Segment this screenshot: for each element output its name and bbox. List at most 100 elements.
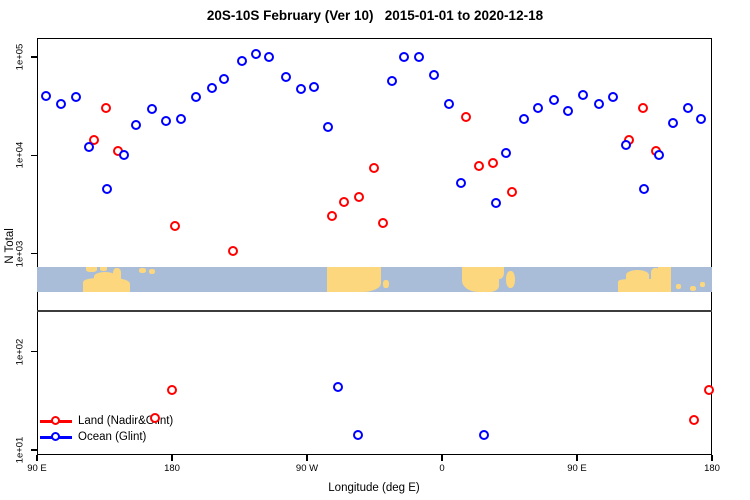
land-shape — [94, 272, 116, 281]
x-axis-tick — [171, 455, 173, 461]
ocean-data-point — [147, 104, 157, 115]
land-data-point — [327, 210, 337, 221]
ocean-data-point — [40, 90, 51, 101]
ocean-data-point — [102, 183, 112, 194]
ocean-data-point — [118, 149, 129, 160]
x-axis-tick — [441, 455, 443, 461]
y-axis-tick-label: 1e+01 — [14, 436, 26, 464]
ocean-data-point — [387, 76, 397, 87]
x-axis-tick-label: 90 W — [295, 463, 319, 474]
x-axis-tick — [306, 455, 308, 461]
x-axis-tick-label: 0 — [439, 463, 445, 474]
ocean-data-point — [562, 105, 573, 116]
land-data-point — [354, 192, 364, 203]
ocean-data-point — [682, 102, 693, 113]
ocean-data-point — [444, 98, 454, 109]
x-axis-tick-label: 90 E — [27, 463, 47, 474]
plot-area — [37, 38, 712, 455]
land-data-point — [688, 414, 699, 425]
ocean-data-point — [532, 102, 543, 113]
ocean-data-point — [160, 116, 171, 127]
chart-title: 20S-10S February (Ver 10) 2015-01-01 to … — [206, 8, 544, 23]
ocean-data-point — [322, 122, 333, 133]
land-data-point — [339, 197, 349, 208]
ocean-data-point — [639, 183, 649, 194]
ocean-data-point — [190, 91, 201, 102]
ocean-data-point — [577, 89, 588, 100]
y-axis-tick — [31, 449, 37, 451]
ocean-data-point — [280, 71, 291, 82]
land-data-point — [100, 102, 111, 113]
ocean-data-point — [607, 91, 618, 102]
ocean-data-point — [429, 69, 439, 80]
land-shape — [676, 284, 681, 289]
ocean-data-point — [207, 82, 217, 93]
land-data-point — [637, 102, 648, 113]
land-shape — [86, 267, 97, 272]
land-shape — [100, 267, 107, 271]
ocean-data-point — [237, 55, 247, 66]
y-axis-tick — [31, 154, 37, 156]
land-shape — [658, 267, 671, 292]
x-axis-tick-label: 180 — [704, 463, 720, 474]
y-axis-tick — [31, 351, 37, 353]
land-shape — [149, 269, 155, 274]
ocean-data-point — [250, 48, 261, 59]
ocean-data-point — [130, 120, 141, 131]
x-axis-tick — [36, 455, 38, 461]
land-data-point — [169, 220, 180, 231]
map-strip-baseline — [37, 310, 712, 312]
x-axis-tick-label: 90 E — [567, 463, 587, 474]
ocean-data-point — [333, 382, 343, 393]
land-shape — [462, 267, 499, 292]
land-shape — [383, 280, 389, 288]
legend-marker-icon — [51, 416, 60, 425]
ocean-data-point — [264, 51, 274, 62]
ocean-data-point — [219, 74, 229, 84]
ocean-data-point — [478, 430, 489, 441]
ocean-data-point — [84, 141, 94, 152]
land-data-point — [507, 186, 517, 197]
y-axis-tick — [31, 56, 37, 58]
ocean-data-point — [621, 140, 631, 151]
land-shape — [626, 270, 649, 280]
land-shape — [651, 268, 660, 280]
ocean-data-point — [309, 81, 319, 92]
land-shape — [327, 267, 381, 292]
x-axis-tick — [576, 455, 578, 461]
land-shape — [618, 279, 671, 292]
y-axis-tick-label: 1e+03 — [14, 240, 26, 267]
ocean-data-point — [295, 83, 306, 94]
land-data-point — [460, 112, 471, 123]
land-data-point — [166, 385, 177, 396]
land-shape — [690, 286, 696, 291]
ocean-data-point — [696, 114, 706, 125]
ocean-data-point — [352, 430, 363, 441]
ocean-data-point — [55, 98, 66, 109]
world-map-strip — [37, 267, 712, 292]
legend-label-land: Land (Nadir&Glint) — [78, 415, 174, 427]
land-data-point — [150, 412, 160, 423]
land-shape — [495, 267, 504, 279]
land-data-point — [369, 162, 379, 173]
ocean-data-point — [654, 149, 664, 160]
y-axis-tick-label: 1e+02 — [14, 338, 26, 366]
land-shape — [700, 282, 705, 287]
ocean-data-point — [70, 91, 81, 102]
y-axis-tick-label: 1e+04 — [14, 141, 26, 169]
x-axis-title: Longitude (deg E) — [328, 482, 420, 494]
x-axis-tick-label: 180 — [164, 463, 180, 474]
legend-label-ocean: Ocean (Glint) — [78, 431, 147, 443]
x-axis-tick — [711, 455, 713, 461]
ocean-data-point — [490, 198, 501, 209]
land-shape — [83, 278, 130, 292]
ocean-data-point — [414, 51, 424, 62]
land-data-point — [474, 161, 484, 172]
ocean-data-point — [519, 114, 529, 125]
ocean-data-point — [456, 177, 466, 188]
land-data-point — [487, 157, 498, 168]
ocean-data-point — [594, 98, 604, 109]
y-axis-tick — [31, 252, 37, 255]
land-shape — [506, 271, 515, 288]
legend-marker-icon — [51, 432, 60, 441]
